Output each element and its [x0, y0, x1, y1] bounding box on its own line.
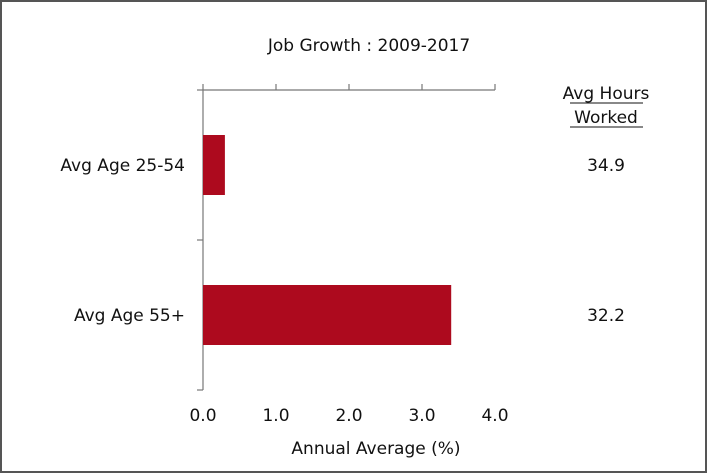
chart-title: Job Growth : 2009-2017	[267, 36, 470, 56]
side-table-header-line1: Avg Hours	[563, 84, 650, 104]
x-tick-label: 4.0	[481, 406, 508, 426]
x-tick-label: 0.0	[189, 406, 216, 426]
side-table-value: 32.2	[587, 306, 625, 326]
bars	[203, 135, 452, 345]
side-table-values: 34.9 32.2	[587, 156, 625, 326]
x-tick-labels: 0.0 1.0 2.0 3.0 4.0	[189, 406, 508, 426]
x-axis-label: Annual Average (%)	[291, 439, 460, 459]
category-label: Avg Age 25-54	[60, 156, 185, 176]
bar	[203, 135, 225, 195]
side-table-header-line2: Worked	[574, 108, 638, 128]
x-tick-label: 1.0	[262, 406, 289, 426]
x-tick-label: 3.0	[408, 406, 435, 426]
category-labels: Avg Age 25-54 Avg Age 55+	[60, 156, 185, 326]
category-label: Avg Age 55+	[74, 306, 185, 326]
side-table-value: 34.9	[587, 156, 625, 176]
x-tick-label: 2.0	[335, 406, 362, 426]
bar	[203, 285, 452, 345]
